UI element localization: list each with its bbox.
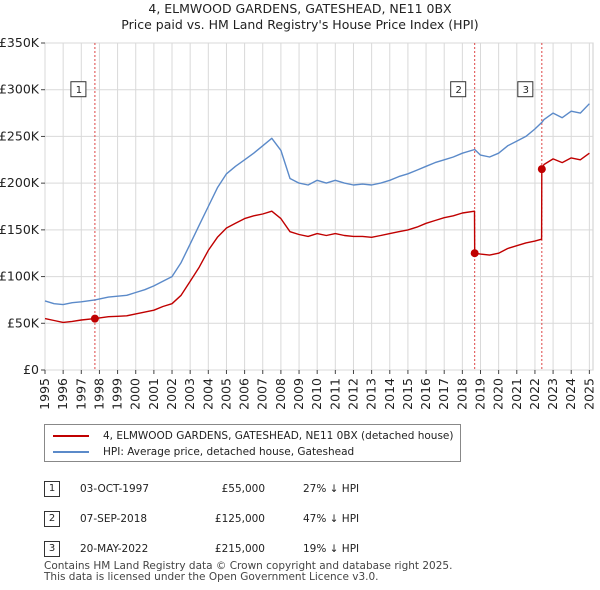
x-tick-label: 2008 (273, 378, 288, 410)
sale-badge-label: 1 (76, 85, 82, 96)
chart-subtitle: Price paid vs. HM Land Registry's House … (121, 17, 478, 32)
y-tick-label: £250K (0, 128, 40, 143)
x-tick-label: 2017 (436, 378, 451, 410)
legend-swatch-property (53, 435, 89, 437)
sale-badge (450, 81, 467, 98)
price-chart: 4, ELMWOOD GARDENS, GATESHEAD, NE11 0BX … (0, 1, 596, 410)
gridlines (44, 42, 593, 371)
y-tick-label: £350K (0, 35, 40, 50)
copyright-footer: Contains HM Land Registry data © Crown c… (44, 561, 452, 583)
sale-point (537, 165, 546, 174)
x-tick-label: 2009 (291, 378, 306, 410)
table-row: 2 07-SEP-2018 £125,000 47% ↓ HPI (44, 504, 413, 534)
sale-badge (517, 81, 534, 98)
x-tick-label: 2012 (345, 378, 360, 410)
x-tick-label: 2014 (382, 378, 397, 410)
y-tick-label: £0 (23, 362, 39, 377)
x-tick-label: 2011 (327, 378, 342, 410)
x-tick-label: 2002 (164, 378, 179, 410)
legend-item-property: 4, ELMWOOD GARDENS, GATESHEAD, NE11 0BX … (53, 429, 453, 443)
x-tick-label: 2004 (200, 378, 215, 410)
legend-item-hpi: HPI: Average price, detached house, Gate… (53, 445, 354, 459)
y-tick-label: £300K (0, 82, 40, 97)
legend-label-property: 4, ELMWOOD GARDENS, GATESHEAD, NE11 0BX … (103, 430, 454, 442)
transaction-number-badge: 3 (44, 541, 60, 557)
x-tick-label: 2010 (309, 378, 324, 410)
x-tick-label: 1998 (91, 378, 106, 410)
legend-swatch-hpi (53, 451, 89, 453)
y-tick-label: £100K (0, 269, 40, 284)
x-axis: 1995 1996 1997 1998 1999 2000 2001 2002 2003 2004… (37, 370, 596, 410)
transaction-number-badge: 1 (44, 481, 60, 497)
transaction-number-badge: 2 (44, 511, 60, 527)
y-tick-label: £200K (0, 175, 40, 190)
x-tick-label: 2001 (146, 378, 161, 410)
sale-point (470, 249, 479, 258)
x-tick-label: 2016 (418, 378, 433, 410)
x-tick-label: 2015 (400, 378, 415, 410)
chart-legend: 4, ELMWOOD GARDENS, GATESHEAD, NE11 0BX … (44, 424, 461, 462)
x-tick-label: 2025 (581, 378, 596, 410)
table-row: 1 03-OCT-1997 £55,000 27% ↓ HPI (44, 474, 413, 504)
x-tick-label: 2021 (509, 378, 524, 410)
x-tick-label: 1999 (110, 378, 125, 410)
x-tick-label: 2022 (527, 378, 542, 410)
transaction-hpi-diff: 19% ↓ HPI (303, 543, 360, 555)
y-axis: £0 £50K £100K £150K £200K £250K £300K £350K (0, 35, 45, 377)
x-tick-label: 1996 (55, 378, 70, 410)
x-tick-label: 1997 (73, 378, 88, 410)
transaction-date: 03-OCT-1997 (80, 483, 149, 495)
legend-label-hpi: HPI: Average price, detached house, Gate… (103, 446, 355, 458)
footer-line-1: Contains HM Land Registry data © Crown c… (44, 560, 453, 572)
transaction-price: £55,000 (221, 483, 265, 495)
x-tick-label: 2019 (472, 378, 487, 410)
sale-badge-label: 3 (523, 85, 529, 96)
sale-badge (70, 81, 87, 98)
chart-title: 4, ELMWOOD GARDENS, GATESHEAD, NE11 0BX (148, 1, 452, 16)
transaction-price: £215,000 (214, 543, 265, 555)
x-tick-label: 2007 (255, 378, 270, 410)
transaction-date: 20-MAY-2022 (80, 543, 149, 555)
transaction-price: £125,000 (214, 513, 265, 525)
x-tick-label: 2006 (237, 378, 252, 410)
x-tick-label: 2020 (491, 378, 506, 410)
x-tick-label: 2023 (545, 378, 560, 410)
footer-line-2: This data is licensed under the Open Gov… (44, 571, 379, 583)
series-line (44, 103, 590, 306)
plot-area (44, 42, 594, 371)
x-tick-label: 2013 (364, 378, 379, 410)
transaction-hpi-diff: 27% ↓ HPI (303, 483, 360, 495)
sale-badge-label: 2 (456, 85, 462, 96)
sale-point (90, 314, 99, 323)
x-tick-label: 1995 (37, 378, 52, 410)
table-row: 3 20-MAY-2022 £215,000 19% ↓ HPI (44, 534, 413, 564)
transaction-hpi-diff: 47% ↓ HPI (303, 513, 360, 525)
series-line (44, 152, 590, 324)
series-lines (44, 103, 590, 324)
x-tick-label: 2000 (128, 378, 143, 410)
y-tick-label: £50K (7, 315, 40, 330)
y-tick-label: £150K (0, 222, 40, 237)
x-tick-label: 2018 (454, 378, 469, 410)
transaction-date: 07-SEP-2018 (80, 513, 148, 525)
transactions-table: 1 03-OCT-1997 £55,000 27% ↓ HPI 2 07-SEP… (44, 474, 413, 564)
x-tick-label: 2003 (182, 378, 197, 410)
x-tick-label: 2005 (218, 378, 233, 410)
x-tick-label: 2024 (563, 378, 578, 410)
